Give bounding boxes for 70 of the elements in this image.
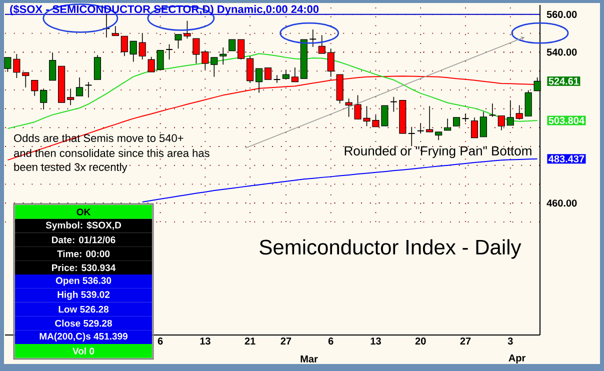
candlestick bbox=[390, 96, 398, 112]
candlestick bbox=[264, 68, 272, 80]
candlestick bbox=[416, 123, 424, 134]
data-label: 483.437 bbox=[548, 155, 584, 162]
y-tick-label: 460.00 bbox=[546, 200, 577, 207]
candlestick bbox=[130, 40, 137, 62]
annotation: OK bbox=[76, 208, 91, 216]
candlestick bbox=[291, 67, 298, 82]
x-tick-label: 6 bbox=[328, 338, 334, 345]
candlestick bbox=[506, 100, 514, 126]
candlestick bbox=[238, 39, 245, 60]
candlestick bbox=[31, 80, 38, 96]
x-tick-label: 27 bbox=[280, 338, 292, 344]
text: Mar bbox=[300, 355, 318, 362]
candlestick bbox=[246, 56, 254, 84]
candlestick bbox=[40, 88, 48, 110]
annotation: been tested 3x recently bbox=[14, 162, 128, 174]
annotation: Date: 01/12/06 bbox=[52, 236, 116, 244]
annotation: Rounded or "Frying Pan" Bottom bbox=[344, 146, 532, 158]
candlestick bbox=[327, 48, 334, 78]
candlestick bbox=[318, 34, 326, 54]
candlestick bbox=[462, 113, 470, 122]
candlestick bbox=[516, 104, 523, 120]
candlestick bbox=[220, 47, 227, 66]
annotation: Open 536.30 bbox=[56, 277, 112, 286]
candlestick bbox=[488, 103, 496, 118]
x-tick-label: 21 bbox=[244, 338, 256, 344]
y-tick-label: 540.00 bbox=[546, 48, 577, 56]
candlestick bbox=[94, 54, 101, 80]
annotation: Time: 00:00 bbox=[57, 250, 110, 258]
y-tick-label: 560.00 bbox=[546, 10, 577, 18]
candlestick bbox=[444, 118, 452, 131]
text: Vol 0 bbox=[72, 347, 94, 354]
candlestick bbox=[112, 26, 119, 36]
candlestick bbox=[67, 88, 74, 106]
text: Apr bbox=[508, 354, 526, 364]
x-tick-label: 27 bbox=[460, 338, 471, 344]
x-tick-label: 13 bbox=[370, 338, 381, 345]
candlestick bbox=[49, 52, 56, 81]
annotation: Price: 530.934 bbox=[52, 264, 116, 272]
candlestick bbox=[138, 32, 146, 60]
candlestick bbox=[309, 29, 317, 48]
candlestick bbox=[273, 74, 281, 84]
candlestick bbox=[345, 98, 352, 118]
candlestick bbox=[210, 57, 218, 78]
candlestick bbox=[76, 77, 84, 96]
candlestick bbox=[426, 106, 434, 132]
annotation: Symbol: $SOX,D bbox=[46, 221, 122, 230]
candlestick bbox=[84, 82, 92, 98]
candlestick bbox=[256, 68, 263, 94]
x-tick-label: 13 bbox=[200, 338, 210, 345]
candlestick bbox=[498, 115, 505, 131]
x-tick-label: 20 bbox=[415, 338, 426, 345]
annotation: Low 526.28 bbox=[58, 306, 109, 313]
x-tick-label: 6 bbox=[158, 338, 163, 345]
x-tick-label: 3 bbox=[508, 338, 513, 345]
candlestick bbox=[480, 111, 487, 138]
candlestick bbox=[524, 90, 532, 117]
annotation: MA(200,C)s 451.399 bbox=[40, 332, 128, 342]
candlestick bbox=[228, 39, 236, 52]
candlestick bbox=[22, 72, 30, 88]
annotation: High 539.02 bbox=[58, 290, 110, 300]
text: Semiconductor Index - Daily bbox=[260, 239, 522, 259]
candlestick bbox=[408, 126, 416, 147]
data-label: 503.804 bbox=[548, 116, 584, 124]
text: 524.61 bbox=[548, 78, 579, 85]
candlestick bbox=[470, 117, 478, 138]
candlestick bbox=[166, 44, 174, 60]
candlestick bbox=[120, 36, 128, 57]
annotation: Close 529.28 bbox=[55, 320, 112, 327]
